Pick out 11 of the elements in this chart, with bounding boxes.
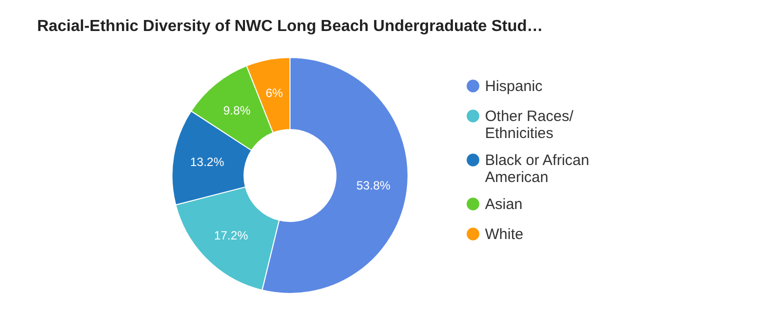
chart-title: Racial-Ethnic Diversity of NWC Long Beach Undergraduate Stud… xyxy=(37,18,543,35)
data-label: 53.8% xyxy=(356,178,391,193)
legend-label: Other Races/ Ethnicities xyxy=(485,108,574,142)
legend-label: Hispanic xyxy=(485,78,544,95)
data-label: 17.2% xyxy=(214,228,248,242)
legend-label: White xyxy=(485,226,524,243)
data-label: 9.8% xyxy=(223,103,251,118)
data-label: 6% xyxy=(266,86,284,100)
legend-label: Black or African American xyxy=(485,152,590,186)
legend-label: Asian xyxy=(485,196,523,213)
data-label: 13.2% xyxy=(190,154,224,169)
